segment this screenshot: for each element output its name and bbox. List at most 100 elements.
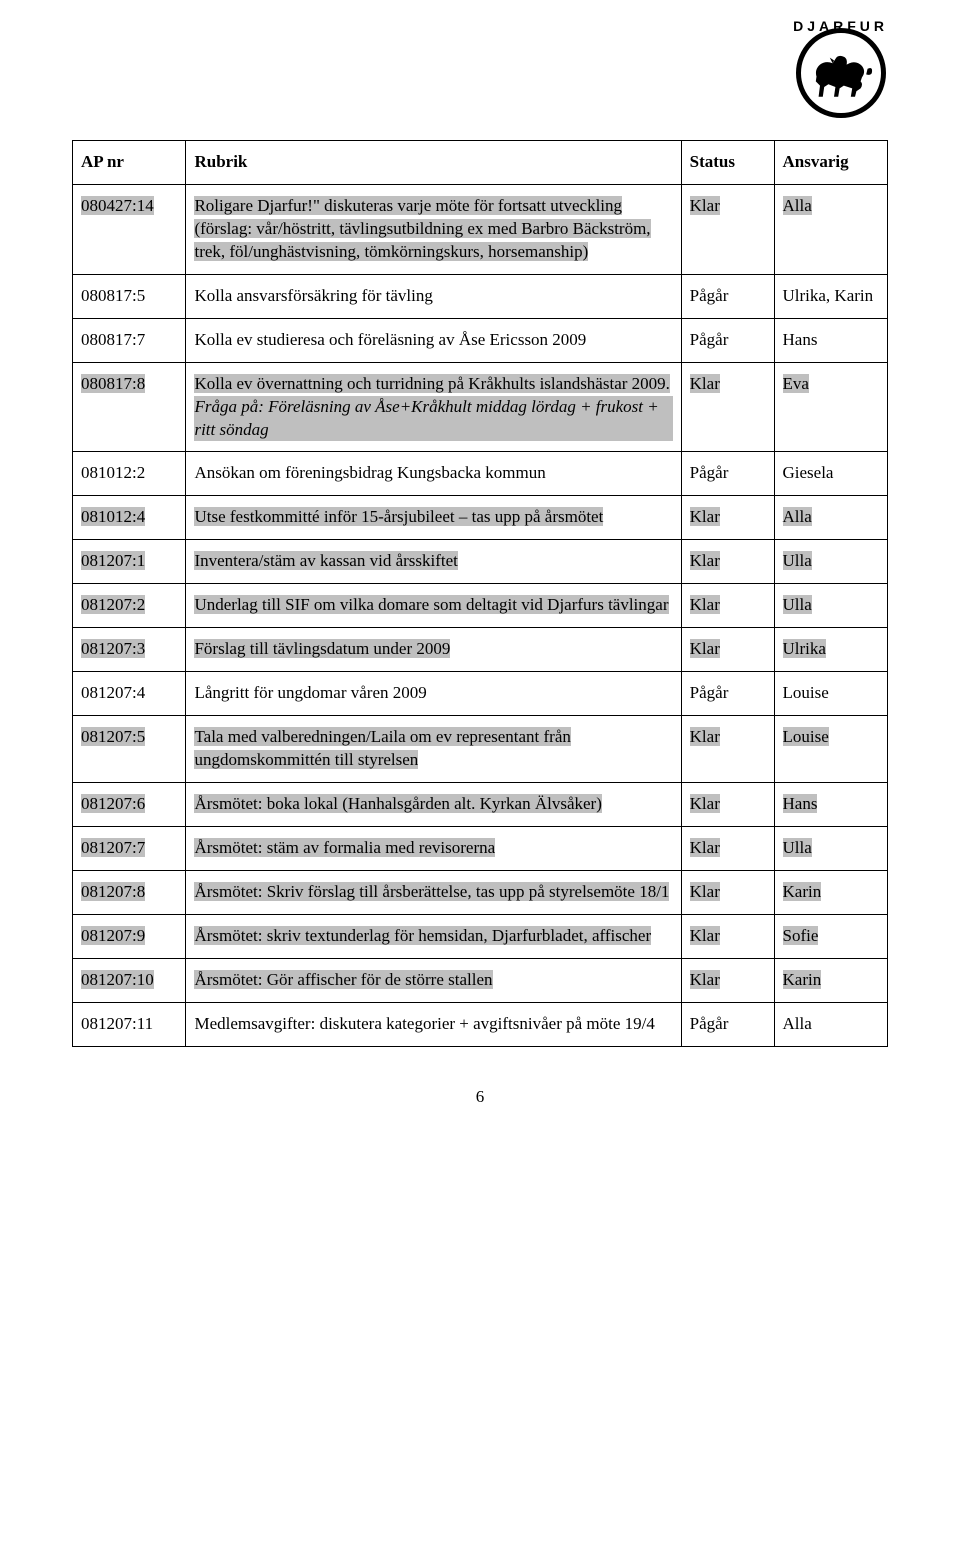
cell-ap-nr: 081207:6 — [73, 782, 186, 826]
cell-ansvarig: Karin — [774, 958, 888, 1002]
status-text: Klar — [690, 551, 720, 570]
cell-status: Klar — [681, 870, 774, 914]
rubrik-main-text: Årsmötet: Gör affischer för de större st… — [194, 970, 492, 989]
rubrik-main-text: Årsmötet: boka lokal (Hanhalsgården alt.… — [194, 794, 601, 813]
ap-nr-text: 081207:8 — [81, 882, 145, 901]
header-rubrik: Rubrik — [186, 141, 681, 185]
ansvarig-text: Hans — [783, 330, 818, 349]
cell-ap-nr: 081207:8 — [73, 870, 186, 914]
cell-rubrik: Kolla ansvarsförsäkring för tävling — [186, 274, 681, 318]
status-text: Klar — [690, 838, 720, 857]
cell-rubrik: Årsmötet: Skriv förslag till årsberättel… — [186, 870, 681, 914]
ansvarig-text: Louise — [783, 683, 829, 702]
ansvarig-text: Karin — [783, 970, 822, 989]
cell-rubrik: Inventera/stäm av kassan vid årsskiftet — [186, 540, 681, 584]
horse-icon — [806, 45, 876, 101]
ap-nr-text: 081207:2 — [81, 595, 145, 614]
cell-ap-nr: 081207:2 — [73, 584, 186, 628]
cell-status: Klar — [681, 184, 774, 274]
table-header-row: AP nr Rubrik Status Ansvarig — [73, 141, 888, 185]
cell-rubrik: Medlemsavgifter: diskutera kategorier + … — [186, 1002, 681, 1046]
ansvarig-text: Louise — [783, 727, 829, 746]
rubrik-main-text: Långritt för ungdomar våren 2009 — [194, 683, 426, 702]
ap-nr-text: 081207:6 — [81, 794, 145, 813]
cell-ansvarig: Giesela — [774, 452, 888, 496]
ansvarig-text: Alla — [783, 507, 812, 526]
cell-status: Klar — [681, 826, 774, 870]
status-text: Pågår — [690, 286, 729, 305]
ansvarig-text: Giesela — [783, 463, 834, 482]
cell-ansvarig: Alla — [774, 184, 888, 274]
cell-rubrik: Årsmötet: boka lokal (Hanhalsgården alt.… — [186, 782, 681, 826]
status-text: Klar — [690, 970, 720, 989]
rubrik-main-text: Ansökan om föreningsbidrag Kungsbacka ko… — [194, 463, 545, 482]
ap-nr-text: 080427:14 — [81, 196, 154, 215]
cell-ansvarig: Alla — [774, 1002, 888, 1046]
status-text: Klar — [690, 196, 720, 215]
cell-rubrik: Långritt för ungdomar våren 2009 — [186, 672, 681, 716]
cell-ap-nr: 080427:14 — [73, 184, 186, 274]
cell-ap-nr: 081207:7 — [73, 826, 186, 870]
cell-status: Klar — [681, 496, 774, 540]
cell-rubrik: Kolla ev studieresa och föreläsning av Å… — [186, 318, 681, 362]
status-text: Pågår — [690, 683, 729, 702]
rubrik-main-text: Kolla ev studieresa och föreläsning av Å… — [194, 330, 586, 349]
ap-nr-text: 081207:1 — [81, 551, 145, 570]
cell-ansvarig: Hans — [774, 318, 888, 362]
table-row: 081207:11 Medlemsavgifter: diskutera kate… — [73, 1002, 888, 1046]
table-row: 080817:7 Kolla ev studieresa och föreläsn… — [73, 318, 888, 362]
logo-circle — [796, 28, 886, 118]
table-row: 081207:9Årsmötet: skriv textunderlag för… — [73, 914, 888, 958]
ansvarig-text: Ulla — [783, 551, 812, 570]
ansvarig-text: Sofie — [783, 926, 819, 945]
rubrik-main-text: Årsmötet: Skriv förslag till årsberättel… — [194, 882, 669, 901]
cell-status: Pågår — [681, 672, 774, 716]
ap-nr-text: 081207:7 — [81, 838, 145, 857]
ansvarig-text: Karin — [783, 882, 822, 901]
status-text: Klar — [690, 794, 720, 813]
status-text: Klar — [690, 727, 720, 746]
table-row: 081207:3Förslag till tävlingsdatum under… — [73, 628, 888, 672]
cell-rubrik: Roligare Djarfur!" diskuteras varje möte… — [186, 184, 681, 274]
cell-status: Klar — [681, 716, 774, 783]
cell-status: Pågår — [681, 452, 774, 496]
cell-ansvarig: Eva — [774, 362, 888, 452]
cell-ansvarig: Sofie — [774, 914, 888, 958]
cell-ap-nr: 080817:7 — [73, 318, 186, 362]
cell-status: Klar — [681, 584, 774, 628]
table-body: 080427:14 Roligare Djarfur!" diskuteras v… — [73, 184, 888, 1046]
cell-rubrik: Årsmötet: Gör affischer för de större st… — [186, 958, 681, 1002]
page-number: 6 — [72, 1087, 888, 1107]
status-text: Klar — [690, 595, 720, 614]
status-text: Pågår — [690, 463, 729, 482]
cell-ansvarig: Ulrika — [774, 628, 888, 672]
ap-nr-text: 081012:4 — [81, 507, 145, 526]
cell-ansvarig: Ulrika, Karin — [774, 274, 888, 318]
action-points-table: AP nr Rubrik Status Ansvarig 080427:14 Ro… — [72, 140, 888, 1047]
ansvarig-text: Ulrika — [783, 639, 826, 658]
cell-status: Pågår — [681, 274, 774, 318]
ap-nr-text: 081207:10 — [81, 970, 154, 989]
header-status: Status — [681, 141, 774, 185]
ap-nr-text: 081207:4 — [81, 683, 145, 702]
cell-rubrik: Tala med valberedningen/Laila om ev repr… — [186, 716, 681, 783]
table-row: 081207:4 Långritt för ungdomar våren 2009… — [73, 672, 888, 716]
cell-status: Klar — [681, 362, 774, 452]
rubrik-main-text: Inventera/stäm av kassan vid årsskiftet — [194, 551, 457, 570]
status-text: Pågår — [690, 1014, 729, 1033]
rubrik-main-text: Kolla ev övernattning och turridning på … — [194, 374, 669, 393]
ap-nr-text: 081207:11 — [81, 1014, 153, 1033]
cell-ap-nr: 081207:11 — [73, 1002, 186, 1046]
rubrik-main-text: Roligare Djarfur!" diskuteras varje möte… — [194, 196, 650, 261]
cell-rubrik: Ansökan om föreningsbidrag Kungsbacka ko… — [186, 452, 681, 496]
ap-nr-text: 080817:5 — [81, 286, 145, 305]
status-text: Klar — [690, 374, 720, 393]
rubrik-main-text: Underlag till SIF om vilka domare som de… — [194, 595, 668, 614]
cell-ansvarig: Alla — [774, 496, 888, 540]
ansvarig-text: Alla — [783, 1014, 812, 1033]
ap-nr-text: 081207:5 — [81, 727, 145, 746]
table-row: 081207:1 Inventera/stäm av kassan vid års… — [73, 540, 888, 584]
ansvarig-text: Ulrika, Karin — [783, 286, 874, 305]
rubrik-main-text: Tala med valberedningen/Laila om ev repr… — [194, 727, 570, 769]
cell-ansvarig: Karin — [774, 870, 888, 914]
